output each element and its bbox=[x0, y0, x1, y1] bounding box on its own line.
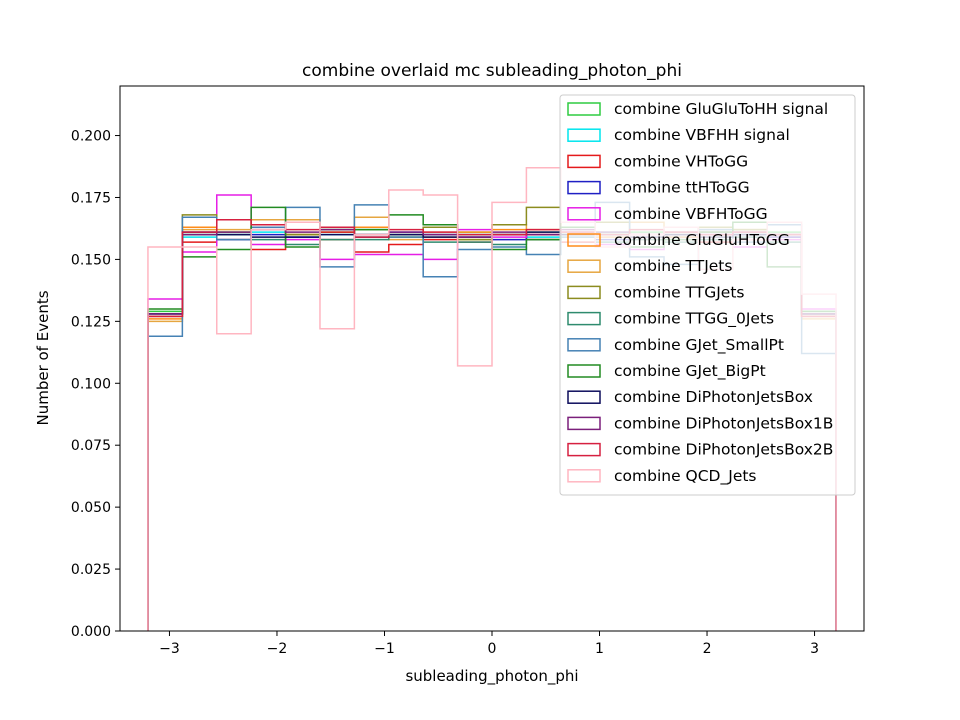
legend-label: combine VBFHH signal bbox=[614, 126, 790, 144]
legend-swatch bbox=[567, 364, 601, 378]
legend-label: combine GJet_BigPt bbox=[614, 362, 766, 381]
legend-label: combine TTJets bbox=[614, 257, 732, 275]
legend-label: combine QCD_Jets bbox=[614, 467, 757, 486]
legend-label: combine VBFHToGG bbox=[614, 205, 768, 223]
legend-swatch bbox=[567, 259, 601, 273]
legend-label: combine TTGJets bbox=[614, 283, 744, 301]
y-tick-label: 0.050 bbox=[71, 500, 111, 516]
legend-swatch bbox=[567, 442, 601, 457]
x-tick-label: 2 bbox=[703, 641, 712, 657]
legend-swatch bbox=[567, 285, 601, 300]
y-tick-label: 0.000 bbox=[71, 624, 111, 640]
legend-swatch bbox=[567, 338, 601, 352]
y-tick-label: 0.125 bbox=[71, 314, 111, 330]
y-tick-label: 0.150 bbox=[71, 252, 111, 268]
legend-label: combine TTGG_0Jets bbox=[614, 310, 774, 329]
x-axis: −3 −2 −1 0 1 2 3 bbox=[159, 631, 819, 657]
x-tick-label: 1 bbox=[595, 641, 604, 657]
x-tick-label: −1 bbox=[374, 641, 395, 657]
legend-swatch bbox=[567, 416, 601, 431]
y-tick-label: 0.075 bbox=[71, 438, 111, 454]
legend: combine GluGluToHH signal combine VBFHH s… bbox=[559, 94, 856, 496]
x-tick-label: 3 bbox=[810, 641, 819, 657]
y-tick-label: 0.025 bbox=[71, 562, 111, 578]
x-tick-label: 0 bbox=[488, 641, 497, 657]
x-axis-label: subleading_photon_phi bbox=[405, 667, 578, 686]
legend-swatch bbox=[567, 128, 601, 142]
legend-label: combine DiPhotonJetsBox bbox=[614, 388, 813, 406]
legend-label: combine GluGluHToGG bbox=[614, 231, 790, 249]
y-axis: 0.000 0.025 0.050 0.075 0.100 0.125 0.150 0.175… bbox=[71, 129, 120, 640]
legend-box bbox=[559, 94, 856, 496]
legend-label: combine VHToGG bbox=[614, 152, 748, 170]
y-tick-label: 0.175 bbox=[71, 190, 111, 206]
legend-label: combine GluGluToHH signal bbox=[614, 100, 828, 118]
legend-swatch bbox=[567, 154, 601, 169]
legend-label: combine GJet_SmallPt bbox=[614, 336, 784, 355]
legend-swatch bbox=[567, 311, 601, 326]
x-tick-label: −3 bbox=[159, 641, 180, 657]
y-axis-label: Number of Events bbox=[34, 290, 52, 425]
legend-swatch bbox=[567, 390, 601, 404]
legend-swatch bbox=[567, 102, 601, 116]
legend-label: combine ttHToGG bbox=[614, 179, 750, 197]
legend-swatch bbox=[567, 207, 601, 221]
legend-swatch bbox=[567, 180, 601, 195]
legend-swatch bbox=[567, 233, 601, 247]
legend-label: combine DiPhotonJetsBox1B bbox=[614, 414, 833, 432]
x-tick-label: −2 bbox=[267, 641, 288, 657]
legend-label: combine DiPhotonJetsBox2B bbox=[614, 441, 833, 459]
chart-title: combine overlaid mc subleading_photon_ph… bbox=[302, 61, 682, 81]
legend-swatch bbox=[567, 469, 601, 483]
y-tick-label: 0.200 bbox=[71, 129, 111, 145]
y-tick-label: 0.100 bbox=[71, 376, 111, 392]
